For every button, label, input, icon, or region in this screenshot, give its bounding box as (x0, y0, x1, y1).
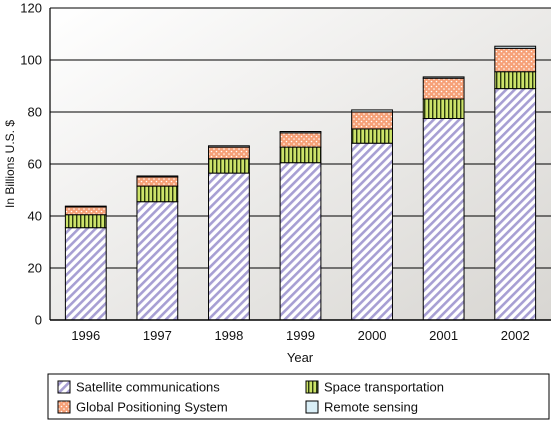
bar-segment-vertical-stripes (208, 158, 250, 174)
bar-segment-dots (494, 47, 537, 73)
legend-swatch (57, 400, 71, 414)
bar-segment-diagonal-hatch (422, 118, 465, 321)
bar-segment-solid (351, 109, 393, 113)
x-tick-label: 2000 (358, 328, 387, 343)
bar-segment-diagonal-hatch (136, 201, 179, 321)
x-tick-label: 1998 (214, 328, 243, 343)
bar-segment-vertical-stripes (64, 214, 107, 229)
y-tick-label: 120 (20, 1, 42, 16)
axes (49, 8, 551, 321)
y-tick-label: 100 (20, 53, 42, 68)
legend-swatch (305, 400, 319, 414)
y-tick-label: 60 (28, 157, 42, 172)
legend-label: Satellite communications (76, 380, 220, 395)
bar-segment-dots (64, 206, 107, 216)
bar-segment-dots (136, 176, 179, 187)
legend: Satellite communications Space transporta… (47, 373, 550, 420)
bar-segment-vertical-stripes (422, 98, 465, 119)
legend-label: Remote sensing (324, 400, 418, 415)
legend-box (47, 373, 550, 420)
legend-swatch (57, 380, 71, 394)
bar-segment-vertical-stripes (279, 146, 322, 164)
x-tick-label: 1997 (143, 328, 172, 343)
bar-segment-diagonal-hatch (494, 88, 537, 321)
bar-segment-dots (351, 111, 393, 130)
bar-segment-diagonal-hatch (279, 162, 322, 321)
bar-segment-dots (422, 77, 465, 100)
bar-segment-solid (64, 205, 107, 208)
y-tick-label: 80 (28, 105, 42, 120)
bar-segment-vertical-stripes (351, 128, 393, 144)
bar-segment-diagonal-hatch (208, 172, 250, 321)
bars (64, 45, 537, 321)
bar-segment-vertical-stripes (494, 71, 537, 90)
x-tick-label: 2002 (501, 328, 530, 343)
legend-swatch (305, 380, 319, 394)
bar-segment-solid (279, 131, 322, 134)
bar-segment-dots (208, 146, 250, 160)
x-tick-label: 2001 (429, 328, 458, 343)
x-tick-label: 1999 (286, 328, 315, 343)
bar-segment-diagonal-hatch (64, 227, 107, 321)
x-tick-labels: 1996 1997 1998 1999 2000 2001 2002 (71, 328, 529, 343)
bar-segment-solid (494, 45, 537, 49)
x-tick-label: 1996 (71, 328, 100, 343)
bar-segment-solid (422, 76, 465, 79)
y-tick-labels: 0 20 40 60 80 100 120 (20, 1, 42, 328)
bar-segment-vertical-stripes (136, 185, 179, 203)
bar-segment-dots (279, 132, 322, 148)
legend-label: Global Positioning System (76, 400, 228, 415)
bar-segment-diagonal-hatch (351, 142, 393, 321)
y-axis-label: In Billions U.S. $ (3, 120, 17, 208)
bar-segment-solid (136, 175, 179, 178)
x-axis-label: Year (287, 350, 314, 365)
y-tick-label: 20 (28, 261, 42, 276)
legend-label: Space transportation (324, 380, 444, 395)
y-tick-label: 0 (35, 313, 42, 328)
y-tick-label: 40 (28, 209, 42, 224)
bar-segment-solid (208, 145, 250, 148)
